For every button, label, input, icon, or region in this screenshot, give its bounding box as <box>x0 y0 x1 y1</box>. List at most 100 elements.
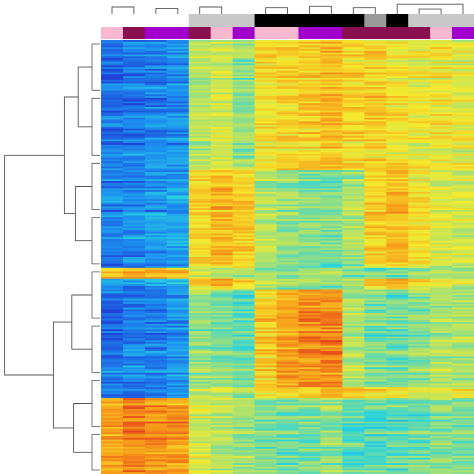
heatmap-cell <box>166 405 190 408</box>
heatmap-cell <box>342 59 365 63</box>
heatmap-cell <box>210 81 234 84</box>
heatmap-cell <box>232 162 256 166</box>
heatmap-cell <box>232 351 256 354</box>
heatmap-cell <box>342 332 365 336</box>
heatmap-cell <box>254 40 278 43</box>
heatmap-cell <box>232 434 256 437</box>
heatmap-cell <box>364 439 387 443</box>
heatmap-cell <box>298 445 322 448</box>
heatmap-cell <box>188 287 212 291</box>
heatmap-cell <box>320 105 343 108</box>
heatmap-cell <box>320 68 343 72</box>
heatmap-cell <box>188 258 212 262</box>
heatmap-cell <box>254 421 278 424</box>
heatmap-cell <box>232 401 256 405</box>
heatmap-cell <box>188 410 212 414</box>
heatmap-cell <box>452 372 474 376</box>
heatmap-cell <box>122 421 146 424</box>
heatmap-cell <box>298 401 322 405</box>
heatmap-cell <box>386 464 409 468</box>
heatmap-cell <box>276 150 300 153</box>
heatmap-cell <box>342 74 365 77</box>
heatmap-cell <box>166 394 190 397</box>
heatmap-cell <box>430 257 453 260</box>
heatmap-cell <box>144 162 168 166</box>
heatmap-cell <box>210 360 234 363</box>
heatmap-cell <box>452 164 474 168</box>
heatmap-cell <box>122 304 146 307</box>
heatmap-cell <box>408 251 431 254</box>
heatmap-cell <box>364 416 387 419</box>
heatmap-cell <box>101 200 124 204</box>
heatmap-cell <box>101 425 124 428</box>
heatmap-cell <box>364 209 387 213</box>
heatmap-cell <box>386 401 409 405</box>
heatmap-cell <box>101 437 124 441</box>
heatmap-cell <box>408 360 431 363</box>
heatmap-cell <box>408 457 431 461</box>
heatmap-cell <box>364 273 387 276</box>
heatmap-cell <box>254 282 278 285</box>
heatmap-cell <box>144 52 168 56</box>
heatmap-cell <box>298 398 322 401</box>
heatmap-cell <box>144 40 168 43</box>
heatmap-cell <box>298 309 322 312</box>
heatmap-cell <box>276 170 300 173</box>
heatmap-cell <box>101 65 124 68</box>
heatmap-cell <box>254 387 278 390</box>
heatmap-cell <box>386 399 409 403</box>
heatmap-cell <box>342 153 365 157</box>
heatmap-cell <box>320 439 343 443</box>
heatmap-cell <box>188 52 212 56</box>
heatmap-cell <box>320 92 343 95</box>
heatmap-cell <box>276 70 300 74</box>
heatmap-cell <box>364 162 387 166</box>
heatmap-cell <box>386 199 409 202</box>
heatmap-cell <box>408 379 431 383</box>
heatmap-cell <box>386 85 409 88</box>
heatmap-cell <box>342 352 365 356</box>
heatmap-cell <box>364 204 387 207</box>
heatmap-cell <box>408 273 431 276</box>
heatmap-cell <box>408 238 431 242</box>
heatmap-cell <box>210 191 234 195</box>
heatmap-cell <box>386 209 409 213</box>
heatmap-cell <box>320 332 343 336</box>
column-cluster-cell <box>166 14 190 27</box>
heatmap-cell <box>254 276 278 280</box>
heatmap-cell <box>122 141 146 144</box>
heatmap-cell <box>386 253 409 256</box>
heatmap-cell <box>320 468 343 471</box>
heatmap-cell <box>166 410 190 414</box>
heatmap-cell <box>276 369 300 372</box>
heatmap-cell <box>276 443 300 446</box>
heatmap-cell <box>452 285 474 289</box>
heatmap-cell <box>188 249 212 253</box>
heatmap-cell <box>254 356 278 359</box>
heatmap-cell <box>166 280 190 283</box>
heatmap-cell <box>298 50 322 54</box>
heatmap-cell <box>101 349 124 352</box>
heatmap-cell <box>320 470 343 473</box>
heatmap-cell <box>276 249 300 253</box>
heatmap-cell <box>452 79 474 83</box>
heatmap-cell <box>276 276 300 280</box>
heatmap-cell <box>122 322 146 325</box>
heatmap-cell <box>122 103 146 106</box>
heatmap-cell <box>210 146 234 150</box>
heatmap-cell <box>430 247 453 251</box>
heatmap-cell <box>430 470 453 473</box>
heatmap-cell <box>276 135 300 139</box>
heatmap-cell <box>254 269 278 273</box>
heatmap-cell <box>188 170 212 173</box>
heatmap-cell <box>298 199 322 202</box>
heatmap-cell <box>342 280 365 283</box>
heatmap-cell <box>452 414 474 417</box>
heatmap-cell <box>122 367 146 370</box>
heatmap-cell <box>408 190 431 193</box>
heatmap-cell <box>232 367 256 370</box>
heatmap-cell <box>386 405 409 408</box>
heatmap-cell <box>101 313 124 316</box>
heatmap-cell <box>386 356 409 359</box>
heatmap-cell <box>166 374 190 377</box>
